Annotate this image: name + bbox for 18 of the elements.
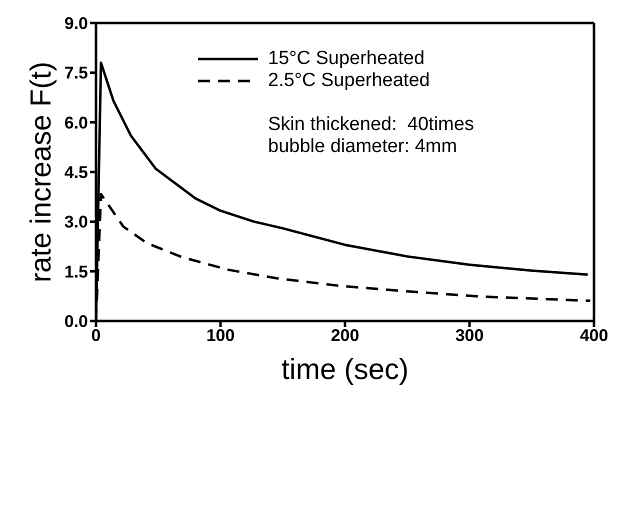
x-tick-label: 400	[580, 326, 608, 346]
y-tick-label: 1.5	[64, 262, 88, 282]
y-tick-label: 4.5	[64, 163, 88, 182]
x-tick-label: 200	[330, 326, 360, 346]
y-tick-label: 3.0	[64, 212, 88, 232]
y-axis-title: rate increase F(t)	[25, 62, 58, 282]
annotation: Skin thickened: 40times	[268, 114, 475, 136]
x-axis-title: time (sec)	[281, 354, 409, 386]
legend-label: 15°C Superheated	[268, 48, 425, 70]
legend-label: 2.5°C Superheated	[268, 70, 430, 92]
x-tick-label: 300	[455, 326, 484, 346]
x-tick-label: 100	[206, 326, 235, 346]
x-tick-label: 0	[91, 326, 101, 346]
y-tick-label: 7.5	[64, 64, 88, 83]
y-tick-label: 6.0	[64, 113, 88, 132]
annotation: bubble diameter: 4mm	[268, 136, 458, 158]
y-tick-label: 9.0	[64, 14, 88, 34]
y-tick-label: 0.0	[64, 312, 88, 332]
